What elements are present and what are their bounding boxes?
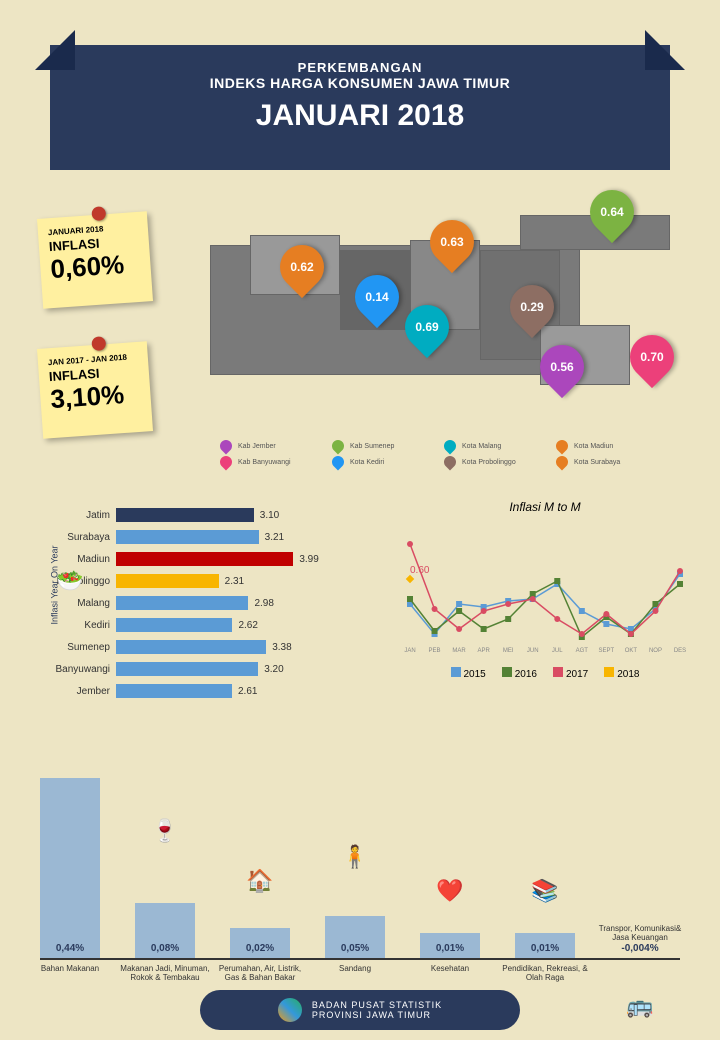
bar-row: Jatim3.10 [40, 505, 370, 525]
footer: BADAN PUSAT STATISTIK PROVINSI JAWA TIMU… [200, 990, 520, 1030]
svg-text:NOP: NOP [649, 648, 662, 654]
svg-text:PEB: PEB [429, 648, 441, 654]
legend-item: Kota Madiun [556, 440, 664, 452]
svg-text:DES: DES [674, 648, 686, 654]
map: 0.620.630.640.140.690.290.560.70 [190, 195, 680, 475]
map-marker: 0.70 [621, 326, 683, 388]
sticky-note2: JAN 2017 - JAN 2018INFLASI3,10% [37, 341, 153, 438]
svg-text:MEI: MEI [503, 648, 514, 654]
header-line1: PERKEMBANGAN [50, 60, 670, 75]
legend-item: Kota Surabaya [556, 456, 664, 468]
svg-text:JAN: JAN [404, 648, 415, 654]
svg-text:JUN: JUN [527, 648, 539, 654]
mtm-line-chart: Inflasi M to M JAN PEB MAR APR MEI JUN JUL AGT S… [395, 500, 695, 710]
legend-item: Kota Malang [444, 440, 552, 452]
map-legend: Kab Jember Kab Sumenep Kota Malang Kota Mad… [220, 440, 670, 468]
svg-text:OKT: OKT [625, 648, 638, 654]
footer-line2: PROVINSI JAWA TIMUR [312, 1010, 442, 1020]
bar-row: Jember2.61 [40, 681, 370, 701]
col: 📚0,01%Pendidikan, Rekreasi, & Olah Raga [515, 933, 575, 958]
legend-item: Kota Probolinggo [444, 456, 552, 468]
col: 🍷0,08%Makanan Jadi, Minuman, Rokok & Tem… [135, 903, 195, 958]
bar-row: Sumenep3.38 [40, 637, 370, 657]
svg-text:SEPT: SEPT [599, 648, 615, 654]
bps-logo [278, 998, 302, 1022]
line-title: Inflasi M to M [395, 500, 695, 514]
col: 🏠0,02%Perumahan, Air, Listrik, Gas & Bah… [230, 928, 290, 958]
svg-text:APR: APR [477, 648, 490, 654]
legend-item: Kota Kediri [332, 456, 440, 468]
legend-item: Kab Jember [220, 440, 328, 452]
header-banner: PERKEMBANGAN INDEKS HARGA KONSUMEN JAWA … [50, 45, 670, 170]
bar-row: Malang2.98 [40, 593, 370, 613]
svg-text:AGT: AGT [576, 648, 589, 654]
legend-item: Kab Banyuwangi [220, 456, 328, 468]
col: 🥗0,44%Bahan Makanan [40, 778, 100, 958]
sticky-note1: JANUARI 2018INFLASI0,60% [37, 211, 153, 308]
svg-text:JUL: JUL [552, 648, 563, 654]
category-col-chart: 🥗0,44%Bahan Makanan 🍷0,08%Makanan Jadi, M… [40, 760, 680, 960]
footer-line1: BADAN PUSAT STATISTIK [312, 1000, 442, 1010]
header-line2: INDEKS HARGA KONSUMEN JAWA TIMUR [50, 75, 670, 91]
svg-text:MAR: MAR [452, 648, 466, 654]
bar-row: Madiun3.99 [40, 549, 370, 569]
header-line3: JANUARI 2018 [50, 99, 670, 133]
bar-row: Surabaya3.21 [40, 527, 370, 547]
col: ❤️0,01%Kesehatan [420, 933, 480, 958]
bar-row: Banyuwangi3.20 [40, 659, 370, 679]
yoy-bar-chart: Inflasi Year On Year Jatim3.10Surabaya3.… [40, 505, 370, 703]
col: 🧍0,05%Sandang [325, 916, 385, 958]
legend-item: Kab Sumenep [332, 440, 440, 452]
bar-row: Kediri2.62 [40, 615, 370, 635]
